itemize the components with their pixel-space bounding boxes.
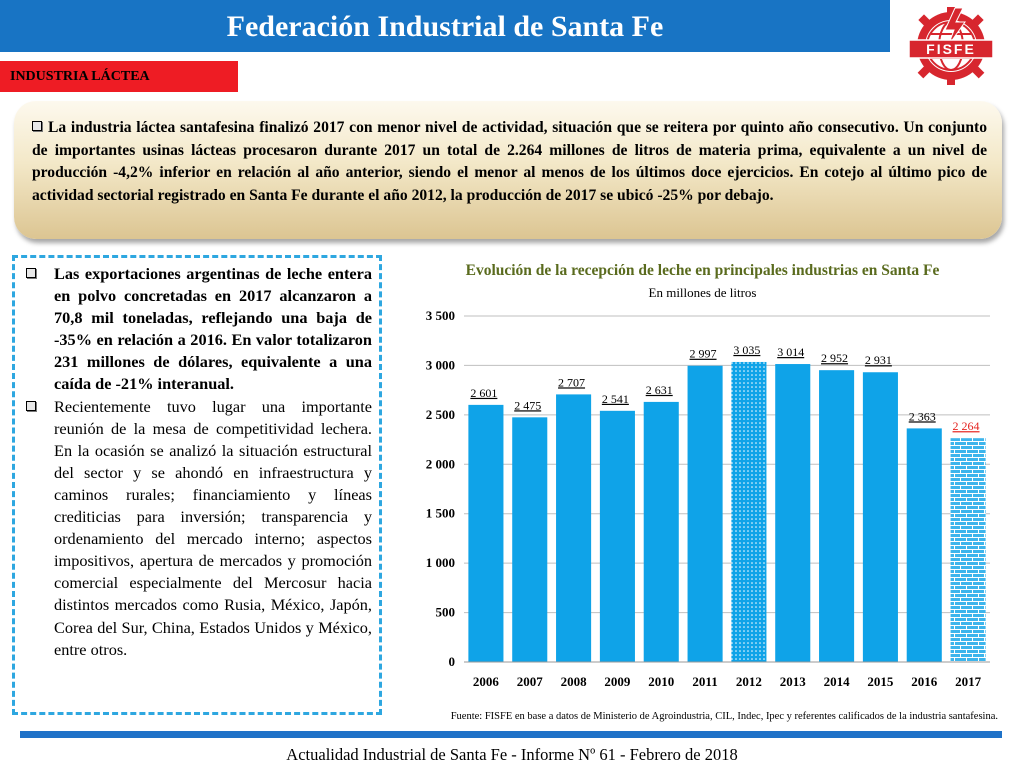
list-item: Las exportaciones argentinas de leche en… xyxy=(26,263,372,396)
bar-2007 xyxy=(512,417,548,662)
data-label: 2 363 xyxy=(909,409,936,423)
section-tag: INDUSTRIA LÁCTEA xyxy=(0,61,238,92)
y-tick-label: 3 500 xyxy=(426,308,455,323)
data-label: 2 997 xyxy=(690,347,717,361)
x-tick-label: 2011 xyxy=(692,674,717,689)
summary-box xyxy=(14,101,1002,239)
x-tick-label: 2012 xyxy=(736,674,762,689)
x-tick-label: 2010 xyxy=(648,674,674,689)
bar-2011 xyxy=(687,365,723,662)
data-label: 2 475 xyxy=(514,398,541,412)
bar-2013 xyxy=(775,364,811,662)
y-tick-label: 1 500 xyxy=(426,506,455,521)
y-tick-label: 2 500 xyxy=(426,407,455,422)
data-label: 2 541 xyxy=(602,392,629,406)
bullets-panel xyxy=(12,255,382,715)
square-bullet-icon xyxy=(26,400,36,411)
data-label: 2 631 xyxy=(646,383,673,397)
x-tick-label: 2014 xyxy=(824,674,851,689)
data-label: 2 952 xyxy=(821,351,848,365)
header-bar xyxy=(0,0,890,52)
x-tick-label: 2007 xyxy=(517,674,544,689)
square-bullet-icon xyxy=(32,121,42,131)
y-tick-label: 3 000 xyxy=(426,357,455,372)
footer-divider xyxy=(20,731,1002,738)
bar-2017 xyxy=(950,438,986,662)
data-label: 3 014 xyxy=(777,345,804,359)
x-tick-label: 2015 xyxy=(867,674,894,689)
x-tick-label: 2017 xyxy=(955,674,982,689)
square-bullet-icon xyxy=(26,268,36,278)
chart-title: Evolución de la recepción de leche en pr… xyxy=(465,262,940,279)
bar-2009 xyxy=(599,410,635,662)
data-label: 2 601 xyxy=(470,386,497,400)
bar-2014 xyxy=(819,370,855,662)
data-label: 2 707 xyxy=(558,375,585,389)
data-label: 2 264 xyxy=(953,419,980,433)
chart-source: Fuente: FISFE en base a datos de Ministe… xyxy=(450,711,998,722)
bullet-text: Las exportaciones argentinas de leche en… xyxy=(54,264,372,394)
bar-2015 xyxy=(862,372,898,662)
y-tick-label: 1 000 xyxy=(426,555,455,570)
footer-text: Actualidad Industrial de Santa Fe - Info… xyxy=(286,745,738,764)
y-tick-label: 2 000 xyxy=(426,456,455,471)
bar-2016 xyxy=(906,428,942,662)
logo-text: FISFE xyxy=(926,41,976,57)
bullet-text: Recientemente tuvo lugar una importante … xyxy=(54,396,372,659)
summary-paragraph: La industria láctea santafesina finalizó… xyxy=(32,117,987,207)
bar-2006 xyxy=(468,404,504,662)
x-tick-label: 2013 xyxy=(780,674,807,689)
bullet-list: Las exportaciones argentinas de leche en… xyxy=(26,263,372,661)
summary-text: La industria láctea santafesina finalizó… xyxy=(32,119,987,204)
bar-2012 xyxy=(731,361,767,662)
y-tick-label: 500 xyxy=(436,605,456,620)
x-tick-label: 2009 xyxy=(604,674,631,689)
data-label: 3 035 xyxy=(733,343,760,357)
bar-chart: 2 601 2 475 2 707 2 541 2 631 2 997 3 035 3 014… xyxy=(426,308,990,689)
data-label: 2 931 xyxy=(865,353,892,367)
x-tick-label: 2008 xyxy=(561,674,588,689)
x-tick-label: 2006 xyxy=(473,674,500,689)
bar-2008 xyxy=(556,394,592,662)
list-item: Recientemente tuvo lugar una importante … xyxy=(26,396,372,661)
page-title: Federación Industrial de Santa Fe xyxy=(226,10,664,43)
gear-lightning-globe-icon: FISFE xyxy=(908,7,994,85)
bar-2010 xyxy=(643,401,679,662)
chart-subtitle: En millones de litros xyxy=(648,285,757,300)
y-tick-label: 0 xyxy=(449,654,456,669)
x-tick-label: 2016 xyxy=(911,674,938,689)
section-label: INDUSTRIA LÁCTEA xyxy=(10,69,150,84)
